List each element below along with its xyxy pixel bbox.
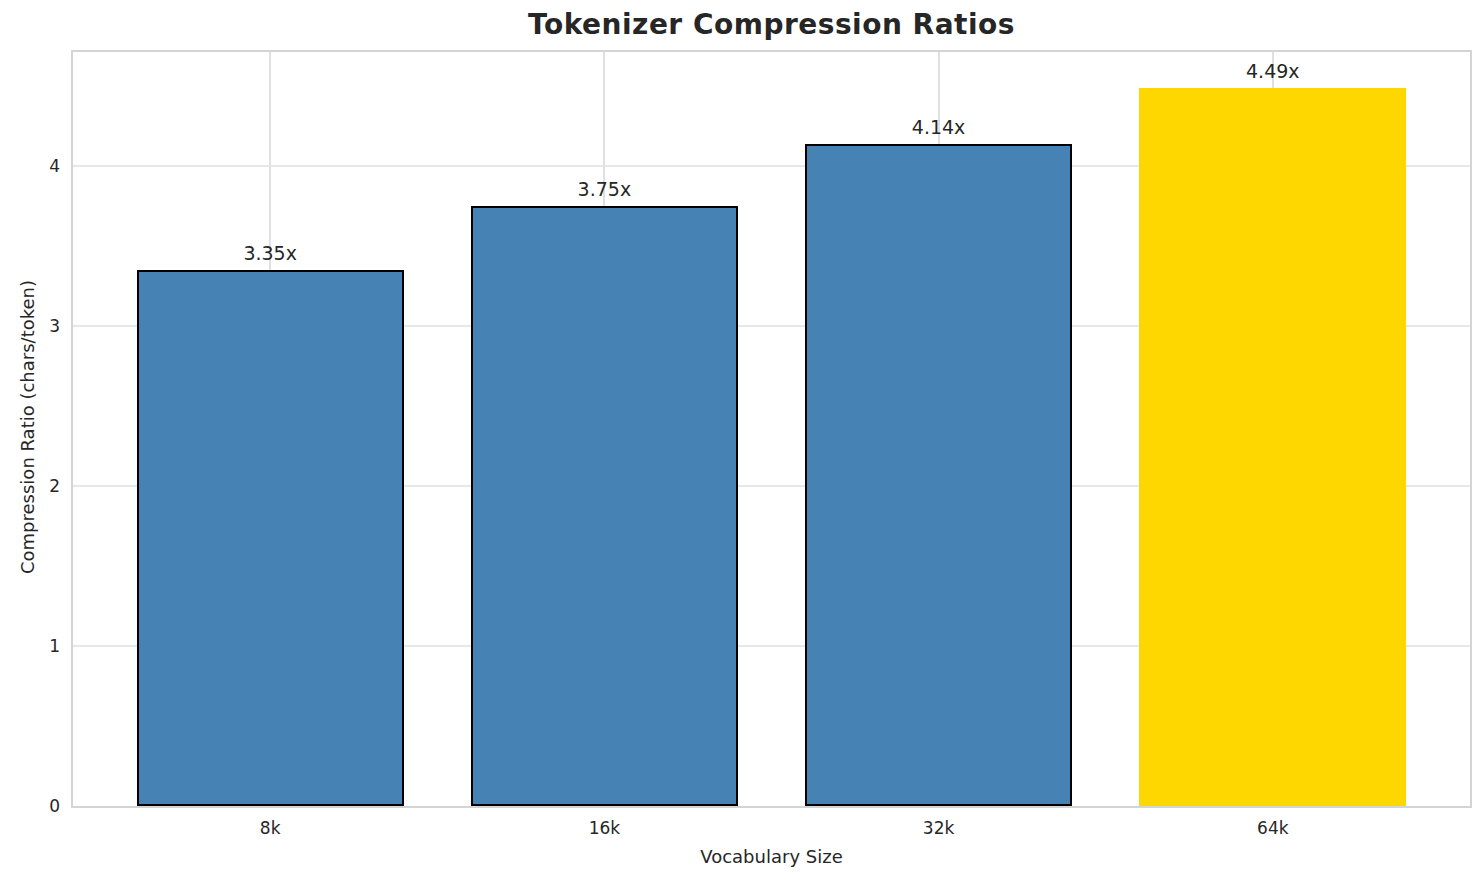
x-tick-label: 8k bbox=[200, 818, 340, 838]
y-tick-label: 0 bbox=[0, 795, 60, 817]
y-axis-label: Compression Ratio (chars/token) bbox=[17, 280, 38, 574]
plot-area: 3.35x 3.75x 4.14x 4.49x bbox=[71, 50, 1472, 808]
x-axis-label: Vocabulary Size bbox=[71, 846, 1472, 867]
bar-32k bbox=[805, 144, 1072, 806]
x-tick-label: 16k bbox=[534, 818, 674, 838]
chart-title: Tokenizer Compression Ratios bbox=[71, 8, 1472, 41]
y-tick-label: 4 bbox=[0, 155, 60, 177]
bar-value-label: 3.75x bbox=[534, 178, 674, 200]
y-tick-label: 1 bbox=[0, 635, 60, 657]
bar-16k bbox=[471, 206, 738, 806]
bar-64k bbox=[1139, 88, 1406, 806]
x-tick-label: 32k bbox=[869, 818, 1009, 838]
bar-value-label: 4.49x bbox=[1203, 60, 1343, 82]
x-tick-label: 64k bbox=[1203, 818, 1343, 838]
bar-value-label: 3.35x bbox=[200, 242, 340, 264]
bar-8k bbox=[137, 270, 404, 806]
bar-value-label: 4.14x bbox=[869, 116, 1009, 138]
tokenizer-compression-bar-chart: Tokenizer Compression Ratios 3.35x 3.75x 4… bbox=[0, 0, 1483, 885]
